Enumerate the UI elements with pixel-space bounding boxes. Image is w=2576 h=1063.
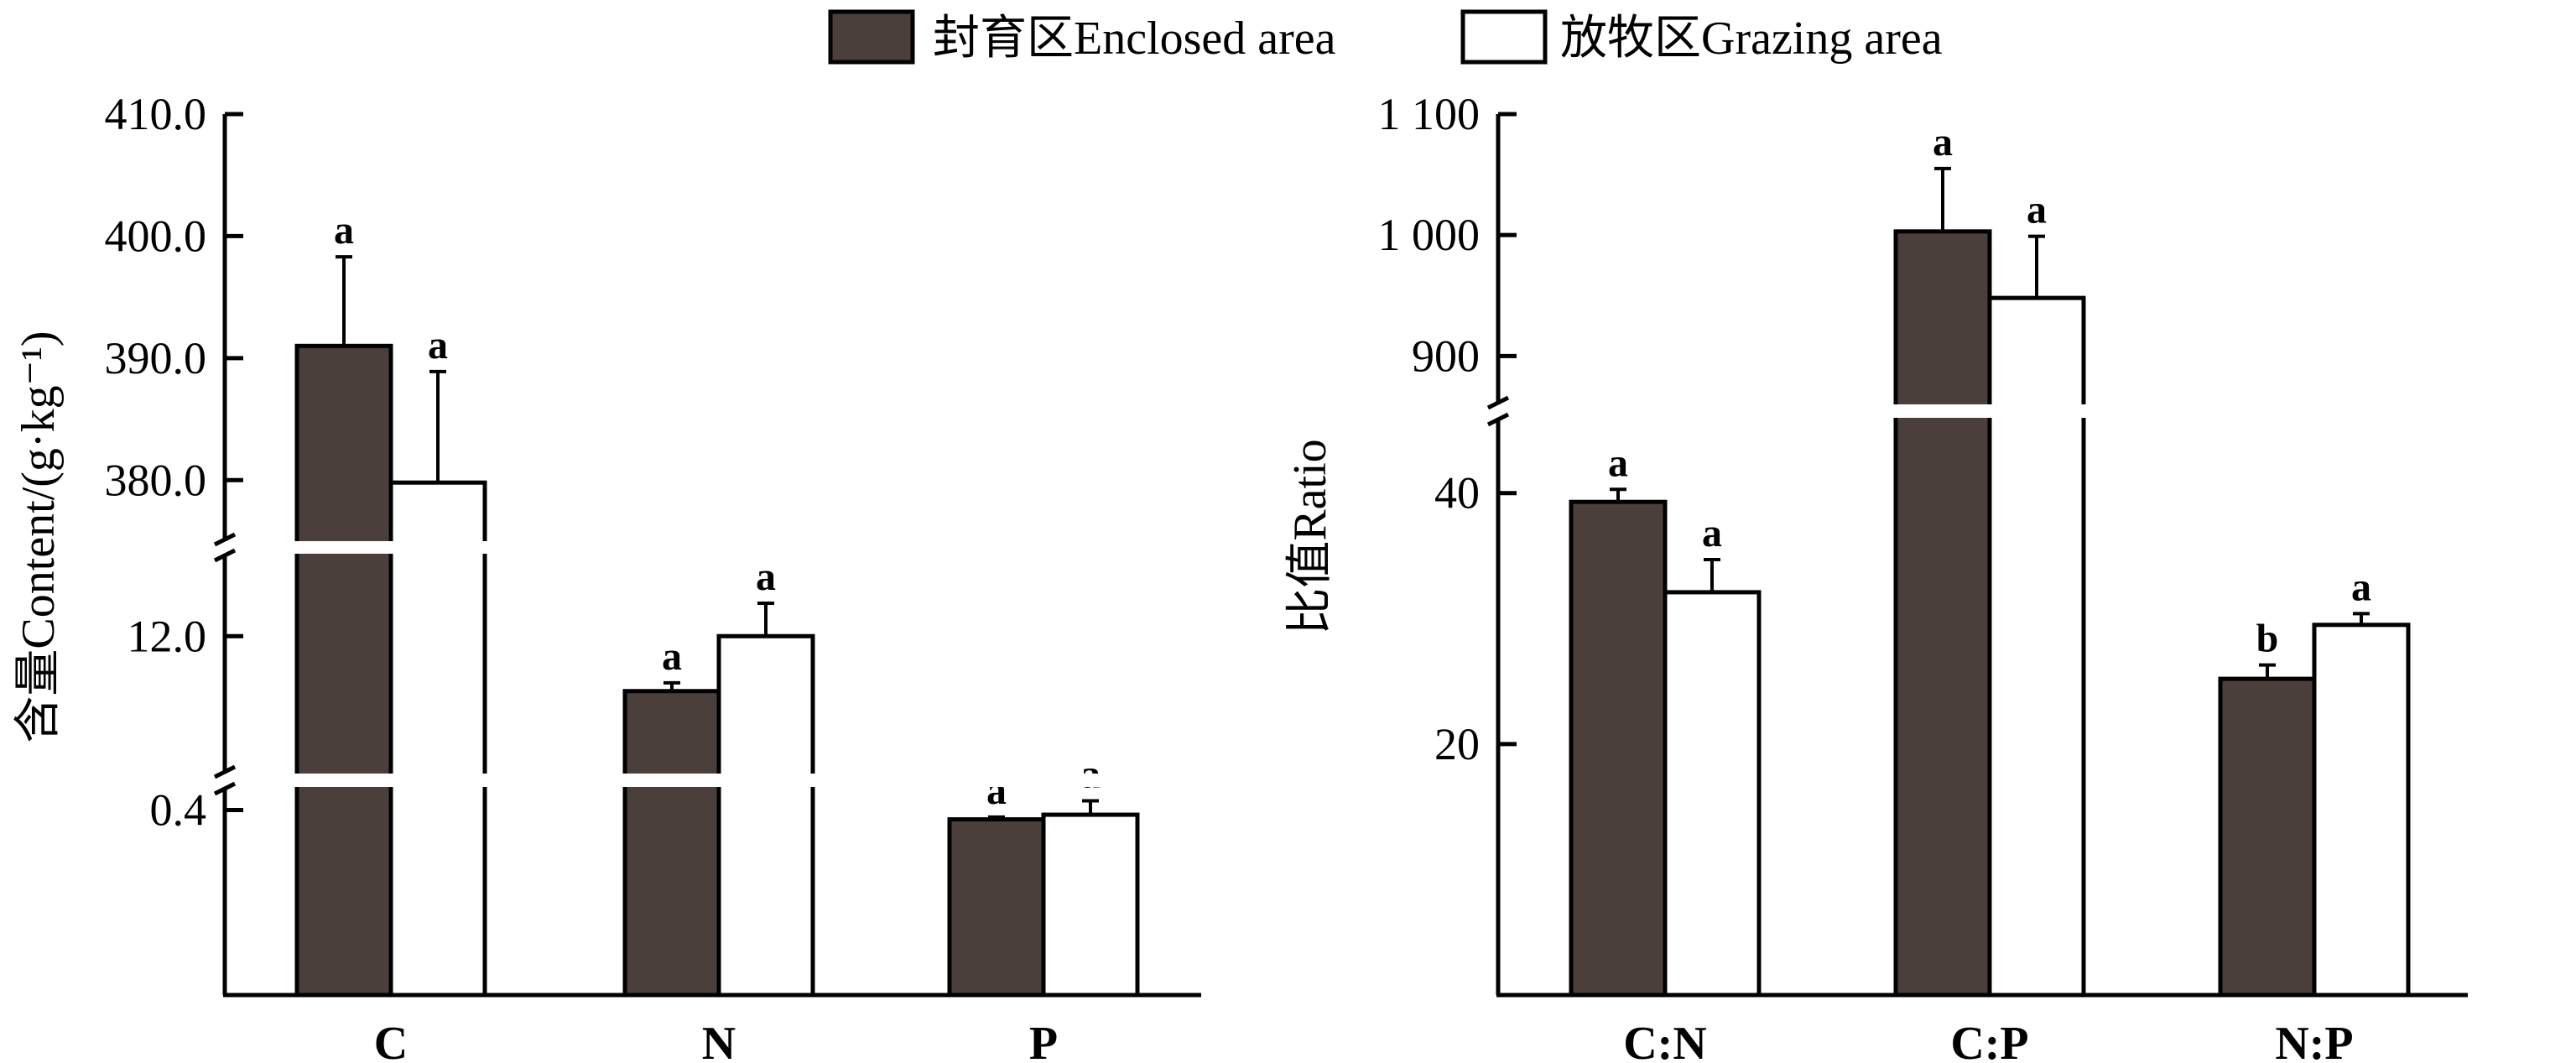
y-tick-label: 0.4 bbox=[150, 785, 207, 836]
bar-1-0-2 bbox=[2218, 676, 2317, 998]
axis-break-mark-1 bbox=[213, 764, 237, 779]
significance-letter: a bbox=[1933, 120, 1953, 164]
x-tick-label: C:P bbox=[1950, 1018, 2028, 1063]
y-tick-label: 400.0 bbox=[105, 211, 207, 261]
y-tick-label: 20 bbox=[1434, 719, 1480, 769]
significance-letter: a bbox=[334, 208, 354, 253]
significance-letter: a bbox=[428, 323, 448, 367]
y-tick-label: 410.0 bbox=[105, 89, 207, 139]
significance-letter: a bbox=[1608, 440, 1628, 485]
x-tick-label: P bbox=[1029, 1018, 1058, 1063]
legend-label-1: 放牧区Grazing area bbox=[1560, 13, 1943, 65]
bar-0-1-2 bbox=[1041, 812, 1140, 998]
axis-break-mark-0 bbox=[1486, 412, 1510, 427]
legend-swatch-0 bbox=[828, 9, 915, 65]
chart-panel-ratio: 比值Ratio a a b a a a 20 40 900 1 000 1 100 C:N C:P N:P bbox=[1284, 89, 2473, 1063]
chart-panel-content: 含量Content/(g·kg⁻¹)aaaaaa0.412.0380.0390.… bbox=[13, 89, 1206, 1063]
axis-break-mark-0 bbox=[1486, 395, 1510, 410]
y-axis-label: 比值Ratio bbox=[1284, 439, 1336, 634]
x-tick-label: N bbox=[702, 1018, 736, 1063]
significance-letter: a bbox=[2027, 188, 2047, 232]
significance-letter: a bbox=[662, 634, 682, 679]
bar-1-0-1 bbox=[1893, 229, 1992, 998]
legend-swatch-1 bbox=[1460, 9, 1548, 65]
y-tick-label: 1 100 bbox=[1378, 89, 1481, 139]
y-axis-label: 含量Content/(g·kg⁻¹) bbox=[13, 331, 65, 743]
axis-break-mark-0 bbox=[213, 532, 237, 547]
x-tick-label: C:N bbox=[1623, 1018, 1707, 1063]
y-tick-label: 900 bbox=[1412, 331, 1480, 381]
chart-legend: 封育区Enclosed area 放牧区Grazing area bbox=[828, 9, 1943, 65]
bar-0-1-1 bbox=[716, 633, 815, 998]
axis-break-gap-0 bbox=[1503, 404, 2473, 418]
y-tick-label: 40 bbox=[1434, 468, 1480, 518]
bar-0-0-1 bbox=[622, 689, 721, 998]
axis-break-gap-1 bbox=[230, 774, 1206, 787]
bar-1-1-1 bbox=[1987, 295, 2086, 998]
bar-0-1-0 bbox=[388, 480, 487, 998]
axis-break-mark-1 bbox=[213, 781, 237, 796]
bar-1-0-0 bbox=[1569, 499, 1668, 998]
bar-1-1-2 bbox=[2312, 623, 2411, 998]
legend-label-0: 封育区Enclosed area bbox=[933, 13, 1336, 65]
y-tick-label: 390.0 bbox=[105, 333, 207, 383]
y-tick-label: 1 000 bbox=[1378, 210, 1481, 260]
bar-0-0-2 bbox=[947, 817, 1046, 998]
bar-1-1-0 bbox=[1663, 590, 1762, 998]
significance-letter: b bbox=[2256, 617, 2279, 661]
significance-letter: a bbox=[1702, 511, 1722, 555]
y-tick-label: 380.0 bbox=[105, 455, 207, 505]
significance-letter: a bbox=[756, 555, 776, 599]
y-tick-label: 12.0 bbox=[127, 611, 207, 661]
axis-break-gap-0 bbox=[230, 541, 1206, 554]
significance-letter: a bbox=[2351, 565, 2371, 609]
x-tick-label: C bbox=[374, 1018, 408, 1063]
x-tick-label: N:P bbox=[2275, 1018, 2353, 1063]
axis-break-mark-0 bbox=[213, 548, 237, 563]
bar-0-0-0 bbox=[294, 343, 393, 998]
